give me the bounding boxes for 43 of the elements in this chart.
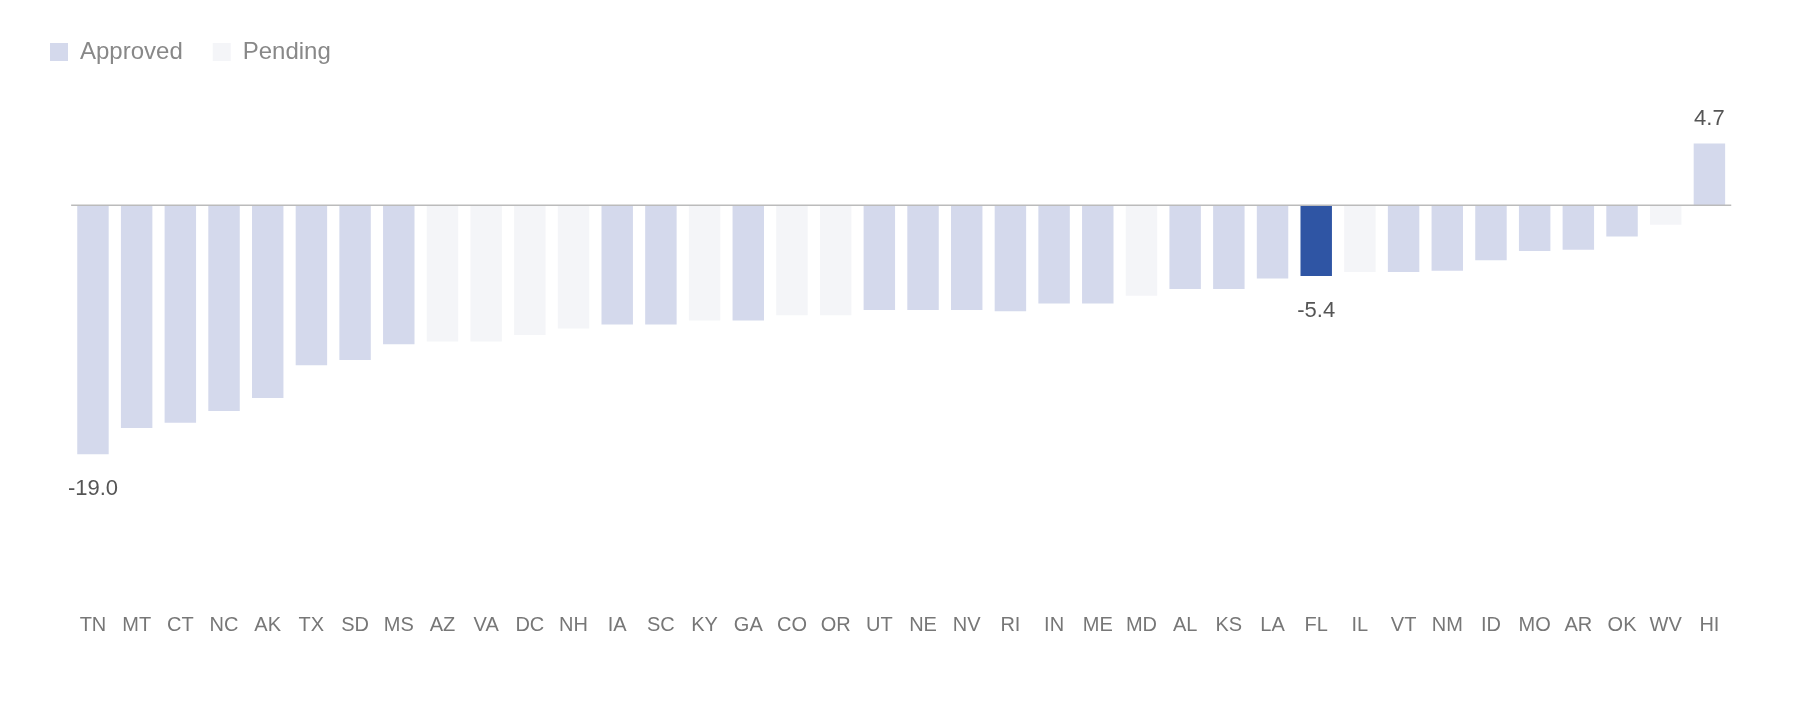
x-tick-label: IN [1044, 612, 1065, 635]
x-tick-label: HI [1699, 612, 1720, 635]
x-tick-label: NM [1431, 612, 1463, 635]
x-tick-label: NE [909, 612, 937, 635]
data-label: -19.0 [67, 475, 119, 501]
x-tick-label: MD [1125, 612, 1158, 635]
x-tick-label: OK [1607, 612, 1638, 635]
x-tick-label: IL [1351, 612, 1369, 635]
x-tick-label: ID [1480, 612, 1501, 635]
x-tick-label: MT [122, 612, 152, 635]
x-tick-label: OR [820, 612, 851, 635]
x-tick-label: CT [167, 612, 194, 635]
x-tick-label: UT [866, 612, 893, 635]
x-tick-label: SD [341, 612, 369, 635]
data-label: -5.4 [1297, 297, 1336, 323]
x-tick-label: VA [473, 612, 500, 635]
x-tick-label: CO [776, 612, 807, 635]
x-tick-label: SC [647, 612, 675, 635]
x-tick-label: KS [1215, 612, 1243, 635]
x-tick-label: WV [1649, 612, 1683, 635]
x-tick-label: VT [1390, 612, 1417, 635]
x-tick-label: NV [952, 612, 982, 635]
x-tick-label: ME [1082, 612, 1113, 635]
x-tick-label: TX [298, 612, 325, 635]
x-tick-label: IA [607, 612, 628, 635]
data-label: 4.7 [1694, 104, 1725, 130]
legend-label: Approved [80, 36, 183, 64]
x-tick-label: MS [383, 612, 414, 635]
legend-label: Pending [242, 36, 331, 64]
x-tick-label: GA [733, 612, 764, 635]
x-tick-label: LA [1260, 612, 1286, 635]
x-tick-label: DC [515, 612, 545, 635]
x-tick-label: TN [79, 612, 107, 635]
x-tick-label: MO [1518, 612, 1551, 635]
x-tick-label: AL [1172, 612, 1198, 635]
x-tick-label: AZ [429, 612, 456, 635]
x-tick-label: AK [254, 612, 282, 635]
x-tick-label: FL [1304, 612, 1328, 635]
x-tick-label: NH [559, 612, 588, 635]
x-tick-label: AR [1564, 612, 1593, 635]
x-tick-label: NC [209, 612, 239, 635]
x-tick-label: KY [691, 612, 718, 635]
x-tick-label: RI [1000, 612, 1021, 635]
